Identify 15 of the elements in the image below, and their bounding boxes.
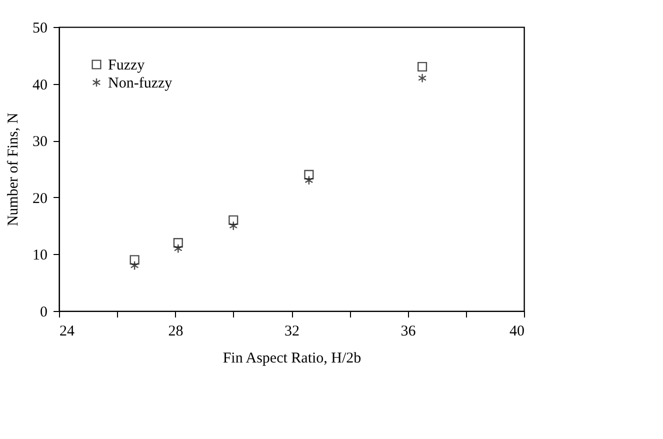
legend-label: Fuzzy [108,58,146,74]
y-tick-label: 0 [40,304,48,320]
y-tick-label: 40 [32,77,48,94]
y-axis-title: Number of Fins, N [6,112,22,226]
x-axis-title: Fin Aspect Ratio, H/2b [222,350,362,366]
x-tick-label: 24 [60,324,75,340]
x-tick-label: 36 [400,324,416,340]
x-tick-label: 40 [510,324,524,340]
y-tick-label: 30 [32,134,48,150]
x-tick-label: 28 [168,324,184,340]
y-tick-label: 20 [32,190,48,207]
y-tick-label: 50 [32,20,48,36]
x-tick-label: 32 [284,324,300,340]
legend-label: Non-fuzzy [108,76,173,92]
y-tick-label: 10 [32,248,48,264]
